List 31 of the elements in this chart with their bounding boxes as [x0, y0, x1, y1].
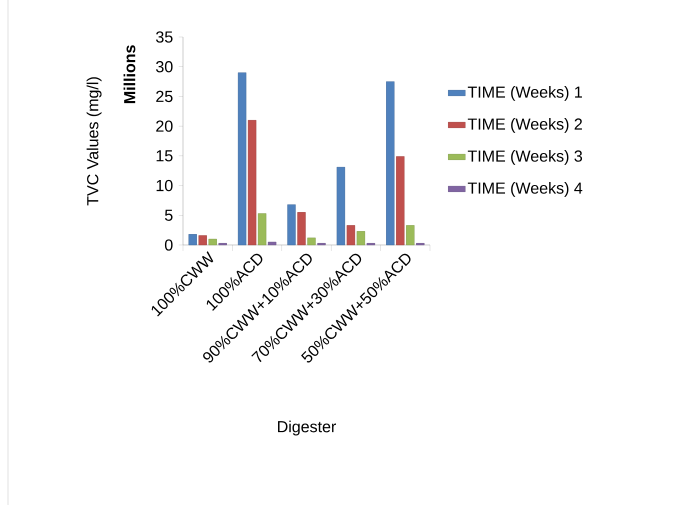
- bar: [386, 81, 394, 246]
- y-tick-label: 30: [156, 61, 173, 72]
- y-tick-label: 25: [156, 90, 173, 102]
- text: Millions: [124, 45, 136, 104]
- y-tick-label: 15: [156, 150, 173, 162]
- bar: [268, 242, 276, 246]
- bar: [406, 225, 414, 246]
- y-tick-label: 10: [156, 180, 173, 192]
- bar: [297, 212, 306, 246]
- y-tick-label: 0: [164, 239, 173, 251]
- bar: [346, 225, 356, 246]
- y-axis-title: TVC Values (mg/l): [86, 77, 102, 206]
- legend-label: TIME (Weeks) 4: [468, 182, 582, 197]
- y-tick-label: 5: [164, 210, 173, 221]
- x-axis-title: Digester: [278, 420, 336, 436]
- bar: [396, 156, 404, 246]
- legend-label: TIME (Weeks) 1: [468, 86, 582, 101]
- bar: [188, 234, 197, 246]
- bar: [307, 238, 316, 246]
- bar: [336, 166, 346, 246]
- bar: [248, 120, 256, 246]
- bar: [356, 231, 366, 246]
- bar: [198, 235, 207, 246]
- bar: [287, 204, 296, 246]
- y-tick-label: 20: [156, 120, 173, 132]
- bar: [208, 238, 217, 246]
- bar: [258, 213, 266, 246]
- bar: [238, 72, 246, 246]
- legend-label: TIME (Weeks) 2: [468, 118, 582, 133]
- y-tick-label: 35: [156, 31, 173, 43]
- legend-label: TIME (Weeks) 3: [468, 150, 582, 165]
